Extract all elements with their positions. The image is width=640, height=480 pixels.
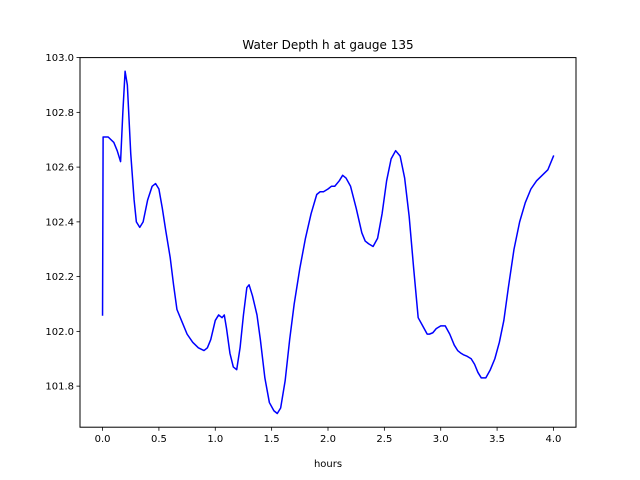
x-tick-label: 1.0	[207, 434, 223, 445]
y-tick-label: 102.4	[45, 217, 74, 228]
x-tick-label: 3.0	[433, 434, 449, 445]
y-tick-label: 102.2	[45, 272, 74, 283]
y-axis: 101.8 102.0 102.2 102.4 102.6 102.8 103.0	[45, 53, 80, 393]
x-tick-label: 1.5	[264, 434, 280, 445]
y-tick-label: 102.0	[45, 327, 74, 338]
x-axis-label: hours	[314, 459, 342, 470]
x-tick-label: 2.0	[320, 434, 336, 445]
x-tick-label: 2.5	[376, 434, 392, 445]
x-tick-label: 0.0	[95, 434, 111, 445]
x-tick-label: 0.5	[151, 434, 167, 445]
chart-title: Water Depth h at gauge 135	[242, 38, 413, 52]
y-tick-label: 101.8	[45, 382, 74, 393]
y-tick-label: 103.0	[45, 53, 74, 64]
plot-series-layer	[101, 70, 555, 415]
x-tick-label: 4.0	[546, 434, 562, 445]
x-axis: 0.0 0.5 1.0 1.5 2.0 2.5 3.0 3.5 4.0	[95, 427, 562, 445]
y-tick-label: 102.8	[45, 108, 74, 119]
y-tick-label: 102.6	[45, 163, 74, 174]
series-line	[101, 70, 555, 415]
x-tick-label: 3.5	[489, 434, 505, 445]
